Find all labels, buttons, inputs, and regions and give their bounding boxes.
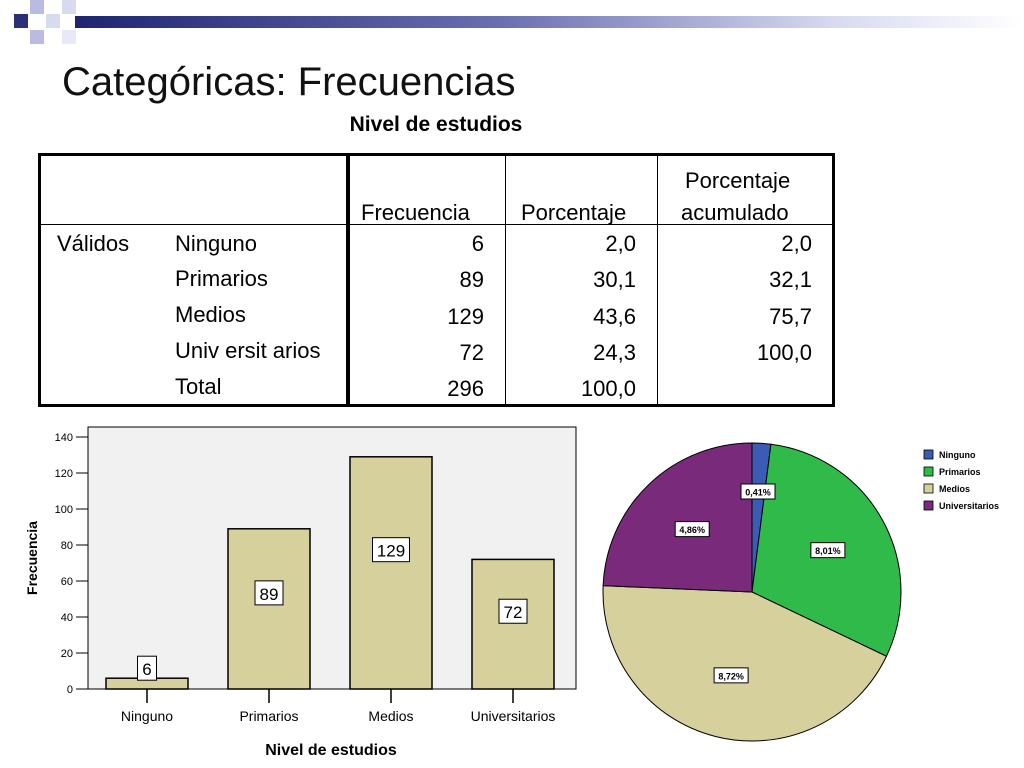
x-tick-label: Primarios <box>239 708 298 724</box>
row-label: Total <box>175 374 222 399</box>
x-tick-label: Ninguno <box>121 708 173 724</box>
data-label-box <box>254 580 284 606</box>
cell-frecuencia: 296 <box>447 376 484 401</box>
x-axis: Ninguno Primarios Medios Universitarios <box>121 689 555 724</box>
frequency-table: Frecuencia Porcentaje Porcentaje acumula… <box>38 153 835 407</box>
legend-swatch <box>923 466 934 477</box>
group-label-validos: Válidos <box>57 231 130 256</box>
cell-porcentaje: 24,3 <box>593 340 636 365</box>
pie-slice <box>602 585 888 742</box>
data-label: 129 <box>377 542 405 561</box>
row-label: Primarios <box>175 266 268 291</box>
x-axis-label: Nivel de estudios <box>265 742 397 759</box>
data-label: 6 <box>142 660 151 679</box>
slice-label: 4,86% <box>679 525 705 535</box>
legend-label: Primarios <box>939 467 981 477</box>
header-gradient-bar <box>75 16 1024 28</box>
bar <box>349 456 433 690</box>
cell-acumulado: 32,1 <box>769 267 812 292</box>
y-tick-label: 100 <box>55 504 73 516</box>
y-tick-label: 20 <box>61 648 73 660</box>
cell-frecuencia: 89 <box>459 267 484 292</box>
table-header-divider <box>41 224 832 225</box>
slice-label: 8,72% <box>718 671 744 681</box>
header-porcentaje-acum-1: Porcentaje <box>685 168 791 193</box>
header-porcentaje: Porcentaje <box>521 200 627 225</box>
row-label: Medios <box>175 302 246 327</box>
bar-chart: 0 20 40 60 80 100 120 140 6 89 129 72 Ninguno Prima… <box>24 426 577 759</box>
pie-slices <box>602 442 902 742</box>
y-tick-label: 140 <box>55 432 73 444</box>
y-tick-label: 60 <box>61 576 73 588</box>
slice-label: 0,41% <box>745 488 771 498</box>
data-label-box <box>137 655 157 681</box>
bar <box>471 558 555 690</box>
table-divider <box>505 156 506 404</box>
legend-label: Medios <box>939 484 970 494</box>
cell-porcentaje: 100,0 <box>580 376 636 401</box>
pie-slice <box>602 442 753 593</box>
y-tick-label: 120 <box>55 468 73 480</box>
cell-porcentaje: 30,1 <box>593 267 636 292</box>
x-tick-label: Medios <box>368 708 413 724</box>
table-divider <box>346 156 350 404</box>
table-divider <box>657 156 658 404</box>
y-axis-label: Frecuencia <box>24 521 40 595</box>
y-tick-label: 40 <box>61 612 73 624</box>
header-frecuencia: Frecuencia <box>361 200 470 225</box>
cell-frecuencia: 72 <box>459 340 484 365</box>
legend-label: Universitarios <box>939 501 999 511</box>
cell-porcentaje: 2,0 <box>605 231 636 256</box>
legend-swatch <box>923 483 934 494</box>
legend-swatch <box>923 500 934 511</box>
y-tick-label: 0 <box>67 684 73 696</box>
pie-chart: 0,41% 8,01% 8,72% 4,86% Ninguno Primarios Med… <box>602 442 999 742</box>
legend-label: Ninguno <box>939 450 976 460</box>
row-label: Ninguno <box>175 231 257 256</box>
corner-decoration <box>0 0 90 60</box>
cell-frecuencia: 129 <box>447 304 484 329</box>
data-label-box <box>372 537 410 563</box>
x-tick-label: Universitarios <box>471 708 556 724</box>
bar <box>227 528 311 690</box>
bars: 6 89 129 72 <box>105 456 555 690</box>
slice-label: 8,01% <box>815 546 841 556</box>
pie-labels: 0,41% 8,01% 8,72% 4,86% <box>674 483 846 684</box>
slice-label-box <box>810 542 846 559</box>
cell-frecuencia: 6 <box>471 231 484 256</box>
data-label: 89 <box>260 585 279 604</box>
slice-label-box <box>674 521 710 538</box>
cell-porcentaje: 43,6 <box>593 304 636 329</box>
table-title: Nivel de estudios <box>349 113 523 136</box>
header-porcentaje-acum-2: acumulado <box>681 200 789 225</box>
slide-title: Categóricas: Frecuencias <box>62 60 516 104</box>
y-tick-label: 80 <box>61 540 73 552</box>
row-label: Univ ersit arios <box>175 338 321 363</box>
legend-swatch <box>923 449 934 460</box>
pie-legend: Ninguno Primarios Medios Universitarios <box>923 449 999 511</box>
cell-acumulado: 100,0 <box>756 340 812 365</box>
slice-label-box <box>740 483 776 500</box>
data-label: 72 <box>504 603 523 622</box>
y-axis: 0 20 40 60 80 100 120 140 <box>55 432 88 696</box>
data-label-box <box>498 598 528 624</box>
slice-label-box <box>713 667 749 684</box>
cell-acumulado: 2,0 <box>781 231 812 256</box>
cell-acumulado: 75,7 <box>769 304 812 329</box>
